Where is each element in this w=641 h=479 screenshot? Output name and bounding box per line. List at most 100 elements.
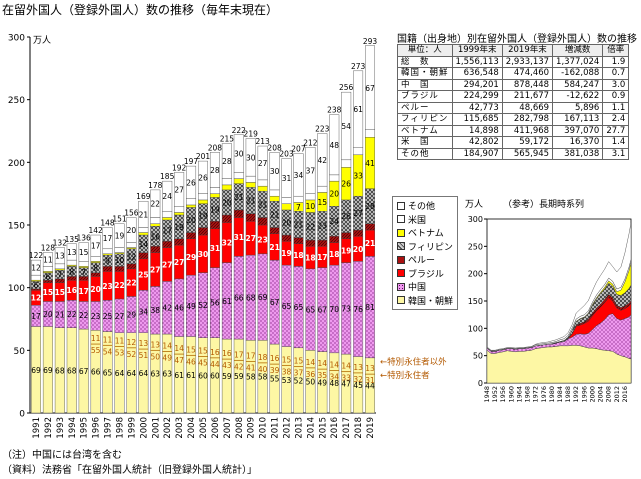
- bar-segment-other: [353, 70, 364, 148]
- legend-item-philippines: フィリピン: [397, 240, 453, 254]
- table-cell-v1999: 42,802: [451, 136, 503, 149]
- bar-segment-usa: [30, 274, 41, 281]
- bar-value-label: 23: [257, 235, 267, 244]
- bar-value-label: 31: [210, 244, 220, 253]
- bar-segment-vietnam: [257, 185, 268, 192]
- bar-value-label: 26: [341, 180, 351, 189]
- bar-value-label: 19: [341, 247, 351, 256]
- bar-segment-usa: [42, 266, 53, 272]
- legend-label: 米国: [408, 215, 427, 226]
- bar-value-label: 19: [174, 223, 184, 232]
- bar-value-label: 20: [43, 310, 53, 319]
- bar-value-label: 29: [127, 311, 137, 320]
- bar-value-label: 17: [103, 234, 113, 243]
- bar-value-label: 81: [365, 303, 375, 312]
- non-special-value-label: 17: [246, 352, 256, 361]
- bar-value-label: 59: [234, 372, 244, 381]
- bar-segment-usa: [293, 195, 304, 203]
- bar-value-label: 69: [31, 366, 41, 375]
- table-cell-v1999: 184,907: [451, 147, 503, 160]
- chart-title: 在留外国人（登録外国人）数の推移（毎年末現在）: [2, 3, 279, 17]
- bar-segment-peru: [126, 263, 137, 270]
- bar-segment-usa: [317, 185, 328, 193]
- bar-segment-vietnam: [233, 178, 244, 184]
- bar-value-label: 27: [174, 185, 184, 194]
- non-special-value-label: 13: [365, 364, 375, 373]
- bar-value-label: 61: [222, 297, 232, 306]
- non-special-value-label: 13: [353, 363, 363, 372]
- bar-total-label: 178: [148, 181, 163, 190]
- bar-total-label: 197: [184, 157, 199, 166]
- bar-total-label: 203: [279, 150, 294, 159]
- table-row: 韓国・朝鮮 636,548 474,460 -162,088 0.7: [397, 67, 630, 80]
- x-tick-label: 2003: [175, 417, 185, 439]
- x-tick-label: 2015: [318, 417, 328, 439]
- x-tick-label: 2005: [199, 417, 209, 439]
- bar-total-label: 142: [88, 226, 103, 235]
- bar-value-label: 58: [258, 373, 268, 382]
- x-tick-label: 2009: [247, 417, 257, 439]
- legend-item-other: その他: [397, 199, 453, 213]
- bar-total-label: 136: [77, 234, 92, 243]
- bar-total-label: 208: [208, 143, 223, 152]
- legend-label: その他: [408, 202, 436, 213]
- bar-segment-vietnam: [198, 199, 208, 204]
- inset-x-tick-label: 1984: [556, 386, 564, 403]
- bar-segment-peru: [365, 223, 376, 231]
- bar-value-label: 8: [93, 264, 98, 273]
- inset-x-tick-label: 1956: [499, 386, 507, 403]
- bar-value-label: 27: [150, 265, 160, 274]
- bar-value-label: 22: [126, 279, 136, 288]
- bar-value-label: 22: [114, 281, 124, 290]
- inset-x-tick-label: 1968: [524, 386, 532, 403]
- bar-value-label: 52: [198, 301, 208, 310]
- table-row: ブラジル 224,299 211,677 -12,622 0.9: [397, 90, 630, 103]
- x-tick-label: 2018: [354, 417, 364, 439]
- bar-segment-peru: [329, 236, 340, 243]
- bar-segment-vietnam: [162, 217, 173, 221]
- bar-segment-other: [114, 223, 125, 248]
- bar-value-label: 29: [186, 253, 196, 262]
- bar-segment-usa: [233, 172, 244, 179]
- table-header-unit: 単位：人: [397, 44, 453, 57]
- bar-value-label: 22: [151, 200, 161, 209]
- bar-segment-other: [150, 189, 161, 218]
- non-special-value-label: 15: [198, 347, 208, 356]
- bar-value-label: 9: [105, 257, 110, 266]
- legend-swatch: [397, 201, 405, 210]
- bar-value-label: 17: [78, 287, 88, 296]
- bar-segment-vietnam: [174, 212, 185, 216]
- overlay-value-label: 39: [270, 366, 280, 375]
- bar-value-label: 42: [318, 156, 328, 165]
- bar-segment-other: [281, 158, 292, 198]
- bar-total-label: 238: [327, 106, 342, 115]
- table-cell-label: 中 国: [397, 78, 453, 91]
- non-special-value-label: 12: [127, 338, 137, 347]
- overlay-value-label: 33: [341, 374, 351, 383]
- x-tick-label: 1996: [92, 417, 102, 439]
- x-tick-label: 2016: [330, 417, 340, 439]
- table-header-ratio: 倍率: [602, 44, 630, 57]
- legend-label: ベトナム: [408, 229, 444, 240]
- inset-x-tick-label: 2004: [597, 386, 605, 403]
- overlay-value-label: 49: [162, 354, 172, 363]
- inset-x-tick-label: 1980: [548, 386, 556, 403]
- bar-value-label: 37: [306, 166, 316, 175]
- table-cell-v2019: 878,448: [501, 78, 554, 91]
- table-cell-ratio: 2.4: [602, 113, 630, 126]
- bar-value-label: 27: [246, 234, 256, 243]
- non-special-value-label: 14: [306, 358, 316, 367]
- bar-value-label: 67: [79, 367, 89, 376]
- y-tick-label: 200: [8, 159, 25, 169]
- bar-segment-vietnam: [221, 184, 232, 191]
- bar-value-label: 55: [270, 375, 280, 384]
- bar-value-label: 66: [234, 294, 244, 303]
- table-header-1999: 1999年末: [451, 44, 503, 57]
- bar-value-label: 67: [365, 84, 375, 93]
- bar-segment-other: [317, 133, 328, 187]
- table-cell-v2019: 59,172: [501, 136, 554, 149]
- x-tick-label: 1994: [68, 417, 78, 439]
- overlay-value-label: 55: [91, 346, 101, 355]
- x-tick-label: 2002: [163, 417, 173, 439]
